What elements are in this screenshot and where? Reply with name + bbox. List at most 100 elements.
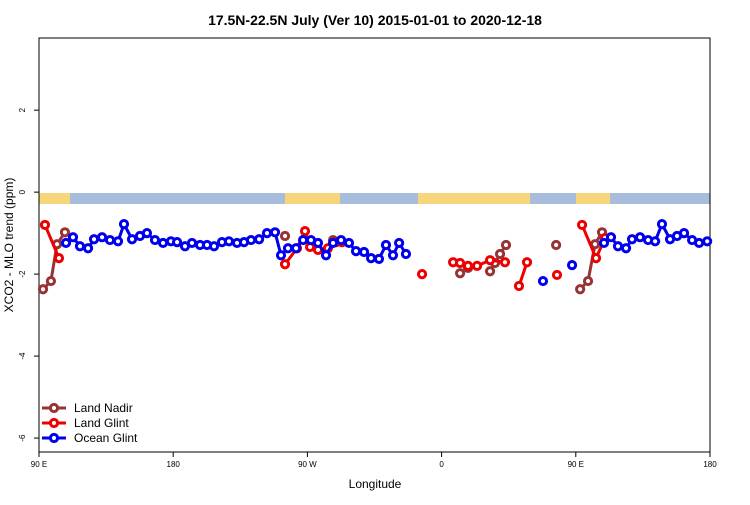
data-point [575, 284, 586, 295]
data-point [157, 237, 169, 249]
x-tick-label: 180 [167, 460, 181, 469]
data-point [343, 237, 355, 249]
data-point [82, 243, 94, 254]
data-point [656, 218, 668, 230]
data-point [365, 253, 377, 264]
data-point [537, 275, 549, 287]
x-tick-label: 0 [439, 460, 444, 469]
data-point [104, 234, 116, 246]
data-point [373, 253, 385, 265]
data-point [261, 228, 273, 239]
data-point [612, 241, 624, 252]
data-point [551, 239, 562, 251]
data-point [454, 268, 466, 279]
data-point [582, 275, 594, 287]
data-point [141, 228, 153, 239]
data-point [290, 243, 302, 254]
land-band [418, 193, 530, 204]
data-point [484, 266, 496, 277]
data-point [500, 239, 512, 251]
ocean-band [39, 193, 710, 204]
data-point [590, 253, 602, 264]
data-point [678, 228, 690, 239]
data-point [297, 234, 309, 246]
x-tick-label: 180 [703, 460, 717, 469]
legend-label: Ocean Glint [74, 431, 138, 445]
legend-label: Land Nadir [74, 401, 133, 415]
data-point [471, 260, 483, 272]
plot-frame [38, 37, 711, 453]
data-point [186, 237, 198, 249]
data-point [358, 246, 370, 258]
data-point [279, 230, 291, 242]
data-point [462, 260, 474, 272]
data-point [416, 269, 428, 280]
y-tick-label: -2 [18, 270, 27, 278]
land-band [285, 193, 340, 204]
data-point [312, 237, 324, 249]
data-point [551, 269, 563, 281]
y-tick-label: -6 [18, 434, 27, 442]
data-point [499, 257, 511, 268]
data-point [37, 284, 49, 295]
data-point [149, 234, 161, 246]
x-axis-label: Longitude [349, 477, 402, 491]
data-point [171, 237, 183, 248]
data-point [387, 250, 399, 261]
data-point [96, 232, 108, 243]
data-point [299, 225, 311, 237]
data-point [650, 236, 661, 247]
data-point [45, 275, 57, 287]
data-point [521, 257, 533, 268]
data-point [279, 259, 291, 270]
data-point [605, 232, 617, 243]
x-tick-label: 90 E [568, 460, 584, 469]
data-point [694, 237, 705, 249]
data-point [327, 237, 339, 249]
data-point [282, 243, 294, 254]
data-point [576, 219, 588, 231]
data-point [626, 234, 638, 245]
legend-marker [48, 432, 60, 444]
data-point [484, 255, 496, 266]
data-point [208, 241, 220, 252]
data-point [275, 250, 287, 261]
chart-title: 17.5N-22.5N July (Ver 10) 2015-01-01 to … [208, 12, 542, 28]
data-point [126, 234, 138, 245]
data-point [454, 257, 466, 269]
x-tick-label: 90 W [298, 460, 317, 469]
land-band [39, 193, 70, 204]
data-point [566, 259, 578, 271]
data-point [269, 227, 281, 238]
data-point [88, 234, 100, 245]
data-point [513, 280, 525, 292]
data-point [118, 218, 130, 230]
data-point [702, 236, 713, 247]
x-tick-label: 90 E [31, 460, 47, 469]
y-tick-label: -4 [18, 352, 27, 360]
data-point [494, 248, 506, 260]
data-point [245, 234, 257, 246]
legend-label: Land Glint [74, 416, 129, 430]
data-point [59, 227, 71, 238]
data-point [400, 248, 412, 260]
data-point [320, 250, 332, 261]
data-point [53, 253, 65, 264]
land-band [576, 193, 610, 204]
data-point [634, 232, 646, 243]
legend-marker [48, 417, 60, 429]
y-tick-label: 2 [18, 107, 27, 112]
data-point [394, 237, 405, 249]
data-point [350, 246, 362, 257]
data-point [39, 219, 51, 231]
data-point [67, 232, 79, 243]
data-point [620, 243, 632, 254]
land-ocean-strip [39, 193, 710, 204]
legend-marker [48, 402, 60, 414]
data-point [598, 237, 610, 249]
data-point [60, 237, 72, 249]
y-axis-label: XCO2 - MLO trend (ppm) [2, 178, 16, 313]
data-point [335, 234, 347, 246]
data-point [253, 234, 265, 245]
